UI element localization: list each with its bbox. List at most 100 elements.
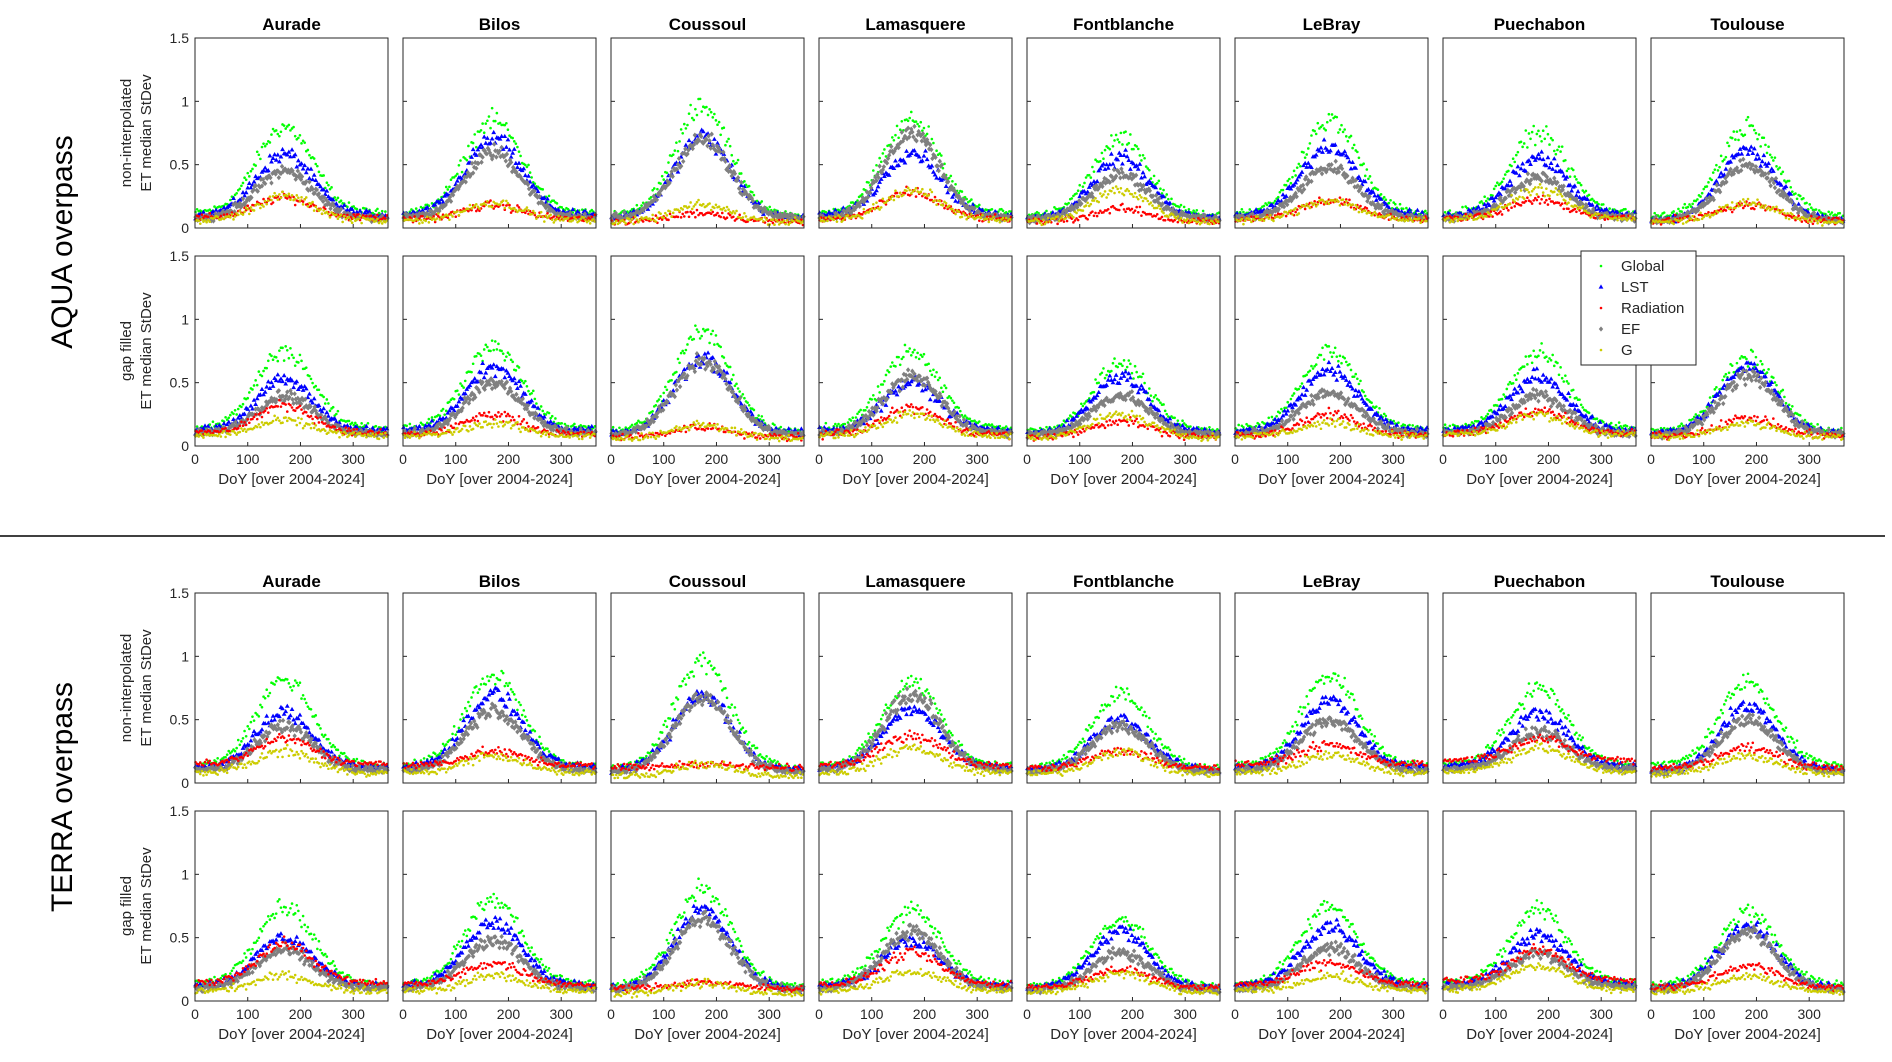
scatter-points bbox=[817, 111, 1014, 224]
x-tick-label: 0 bbox=[1439, 1006, 1447, 1022]
site-title: Aurade bbox=[262, 15, 321, 34]
series-ef bbox=[1441, 724, 1637, 775]
y-tick-label: 0 bbox=[181, 775, 189, 791]
panel-frame bbox=[611, 811, 804, 1001]
panel-frame bbox=[819, 38, 1012, 228]
y-tick-label: 1 bbox=[181, 866, 189, 882]
x-tick-label: 200 bbox=[1329, 451, 1353, 467]
y-tick-label: 1 bbox=[181, 311, 189, 327]
y-tick-label: 0.5 bbox=[170, 157, 190, 173]
x-tick-label: 300 bbox=[1174, 1006, 1198, 1022]
series-ef bbox=[401, 701, 597, 775]
x-tick-label: 300 bbox=[966, 1006, 990, 1022]
series-ef bbox=[193, 718, 389, 775]
x-tick-label: 0 bbox=[399, 451, 407, 467]
scatter-points bbox=[609, 877, 806, 998]
series-global bbox=[402, 107, 596, 217]
x-tick-label: 0 bbox=[815, 451, 823, 467]
series-ef bbox=[1649, 368, 1845, 441]
x-tick-label: 300 bbox=[550, 451, 574, 467]
x-tick-label: 0 bbox=[607, 1006, 615, 1022]
x-tick-label: 300 bbox=[758, 451, 782, 467]
x-tick-label: 0 bbox=[1439, 451, 1447, 467]
scatter-points bbox=[193, 898, 390, 995]
y-tick-label: 1.5 bbox=[170, 585, 190, 601]
site-title: Puechabon bbox=[1494, 572, 1586, 591]
x-tick-label: 0 bbox=[815, 1006, 823, 1022]
x-tick-label: 200 bbox=[1537, 1006, 1561, 1022]
scatter-points bbox=[1233, 900, 1430, 995]
panel-bilos: Bilos bbox=[401, 15, 598, 228]
row-ylabel-line2: ET median StDev bbox=[138, 847, 155, 965]
series-ef bbox=[1649, 157, 1845, 226]
series-radiation bbox=[1234, 959, 1428, 989]
x-axis-label: DoY [over 2004-2024] bbox=[218, 471, 365, 488]
site-title: Toulouse bbox=[1710, 15, 1784, 34]
x-tick-label: 300 bbox=[1382, 451, 1406, 467]
series-ef bbox=[1233, 939, 1429, 994]
x-tick-label: 100 bbox=[444, 1006, 468, 1022]
y-tick-label: 1 bbox=[181, 93, 189, 109]
x-tick-label: 300 bbox=[758, 1006, 782, 1022]
y-tick-label: 0.5 bbox=[170, 375, 190, 391]
x-tick-label: 200 bbox=[705, 451, 729, 467]
x-axis-label: DoY [over 2004-2024] bbox=[634, 471, 781, 488]
panel-frame bbox=[1235, 593, 1428, 783]
site-title: Lamasquere bbox=[865, 15, 965, 34]
scatter-points bbox=[609, 98, 806, 227]
panel-lebray: LeBray bbox=[1233, 15, 1430, 228]
series-global bbox=[1442, 899, 1636, 987]
x-tick-label: 100 bbox=[1692, 451, 1716, 467]
site-title: Coussoul bbox=[669, 15, 746, 34]
panel-lebray: LeBray bbox=[1233, 572, 1430, 783]
panel-lamasquere: Lamasquere bbox=[817, 572, 1014, 783]
x-axis-label: DoY [over 2004-2024] bbox=[1674, 1026, 1821, 1043]
scatter-points bbox=[817, 344, 1014, 441]
x-tick-label: 100 bbox=[1068, 451, 1092, 467]
scatter-points bbox=[1233, 113, 1430, 226]
x-tick-label: 0 bbox=[1231, 451, 1239, 467]
y-tick-label: 1.5 bbox=[170, 803, 190, 819]
x-tick-label: 0 bbox=[1647, 451, 1655, 467]
series-global bbox=[610, 651, 804, 772]
x-tick-label: 200 bbox=[497, 1006, 521, 1022]
x-tick-label: 200 bbox=[913, 1006, 937, 1022]
x-tick-label: 100 bbox=[444, 451, 468, 467]
x-tick-label: 300 bbox=[342, 1006, 366, 1022]
site-title: Aurade bbox=[262, 572, 321, 591]
panel-frame bbox=[195, 593, 388, 783]
site-title: Bilos bbox=[479, 15, 521, 34]
series-global bbox=[610, 324, 804, 434]
x-axis-label: DoY [over 2004-2024] bbox=[218, 1026, 365, 1043]
scatter-points bbox=[609, 651, 806, 779]
scatter-points bbox=[1441, 681, 1638, 775]
panel-frame bbox=[1443, 811, 1636, 1001]
block-label-aqua: AQUA overpass bbox=[46, 135, 79, 348]
site-title: Toulouse bbox=[1710, 572, 1784, 591]
x-tick-label: 0 bbox=[1647, 1006, 1655, 1022]
x-tick-label: 0 bbox=[1231, 1006, 1239, 1022]
x-axis-label: DoY [over 2004-2024] bbox=[1050, 1026, 1197, 1043]
panel-frame bbox=[403, 38, 596, 228]
panel-coussoul: Coussoul bbox=[609, 572, 806, 783]
scatter-points bbox=[401, 339, 598, 440]
x-axis-label: DoY [over 2004-2024] bbox=[1258, 1026, 1405, 1043]
x-tick-label: 100 bbox=[1484, 1006, 1508, 1022]
series-radiation bbox=[1650, 742, 1844, 772]
series-global bbox=[1650, 904, 1844, 989]
site-title: Bilos bbox=[479, 572, 521, 591]
x-tick-label: 200 bbox=[289, 1006, 313, 1022]
x-tick-label: 300 bbox=[550, 1006, 574, 1022]
panel-frame bbox=[611, 593, 804, 783]
x-axis-label: DoY [over 2004-2024] bbox=[426, 471, 573, 488]
